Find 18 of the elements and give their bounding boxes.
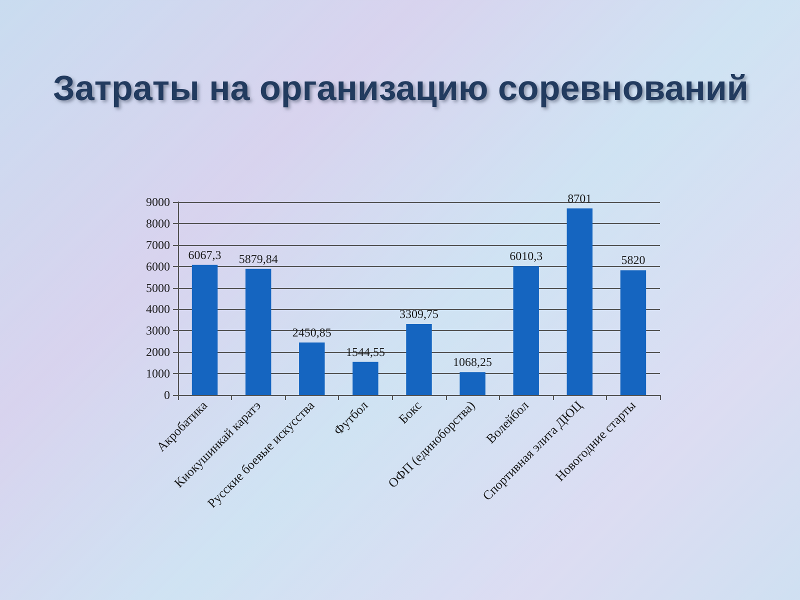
y-tick-label: 8000 (146, 216, 170, 230)
y-tick-label: 1000 (146, 366, 170, 381)
y-tick-label: 4000 (146, 302, 170, 316)
y-tick-label: 7000 (146, 238, 170, 252)
data-label: 5879,84 (238, 252, 278, 266)
data-label: 5820 (621, 253, 646, 268)
y-tick-label: 9000 (146, 195, 170, 209)
chart-title: Затраты на организацию соревнований (53, 69, 748, 108)
y-tick-label: 3000 (146, 324, 170, 338)
y-tick-label: 2000 (146, 345, 170, 360)
data-label: 8701 (568, 191, 592, 206)
y-tick-label: 6000 (146, 259, 170, 274)
data-label: 6010,3 (510, 249, 543, 264)
data-label: 3309,75 (400, 307, 438, 322)
data-label: 6067,3 (188, 248, 222, 262)
y-tick-label: 0 (164, 388, 170, 402)
y-tick-label: 5000 (146, 280, 170, 295)
data-label: 1068,25 (453, 355, 492, 370)
